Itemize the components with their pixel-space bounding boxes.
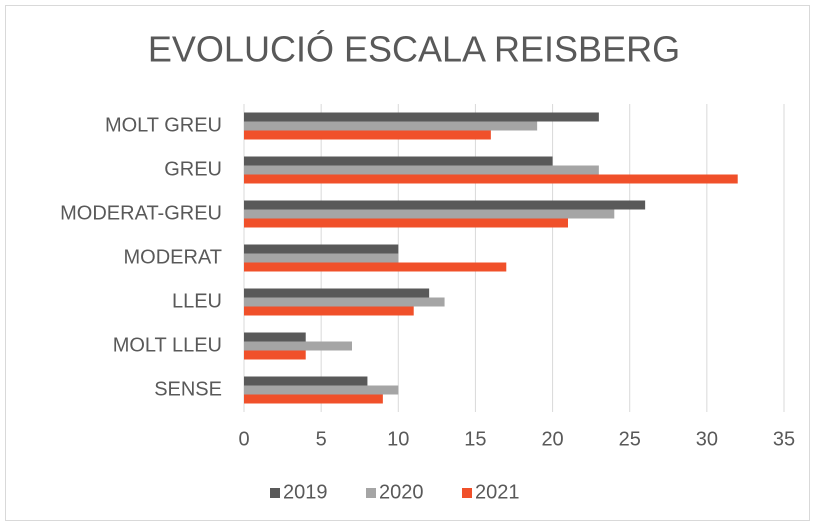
chart-title: EVOLUCIÓ ESCALA REISBERG — [148, 29, 680, 70]
bar — [244, 306, 414, 316]
bar — [244, 253, 399, 263]
legend-label: 2021 — [475, 481, 520, 503]
bar — [244, 156, 553, 166]
legend-swatch — [270, 488, 280, 498]
legend-label: 2019 — [283, 481, 328, 503]
bar — [244, 385, 399, 395]
bar — [244, 121, 538, 131]
x-tick-label: 0 — [238, 428, 249, 450]
bar — [244, 288, 430, 298]
bar — [244, 350, 306, 360]
y-tick-label: MODERAT-GREU — [60, 202, 222, 224]
y-tick-label: LLEU — [172, 290, 222, 312]
bar — [244, 209, 615, 219]
y-tick-label: MOLT LLEU — [113, 334, 222, 356]
x-tick-label: 10 — [387, 428, 409, 450]
bar — [244, 244, 399, 254]
bar — [244, 332, 306, 342]
bar — [244, 297, 445, 307]
bar — [244, 394, 383, 404]
bar — [244, 218, 568, 228]
x-tick-label: 20 — [541, 428, 563, 450]
y-tick-label: MOLT GREU — [105, 114, 222, 136]
x-tick-label: 30 — [696, 428, 718, 450]
y-tick-label: SENSE — [154, 378, 222, 400]
legend-swatch — [462, 488, 472, 498]
bar — [244, 130, 491, 140]
x-tick-label: 15 — [464, 428, 486, 450]
legend-label: 2020 — [379, 481, 424, 503]
y-tick-label: MODERAT — [123, 246, 222, 268]
bar — [244, 200, 646, 210]
bar — [244, 376, 368, 386]
bar — [244, 341, 352, 351]
bar — [244, 165, 599, 175]
x-tick-label: 35 — [773, 428, 795, 450]
bar — [244, 112, 599, 122]
x-tick-label: 5 — [316, 428, 327, 450]
legend-swatch — [366, 488, 376, 498]
bar — [244, 262, 507, 272]
x-tick-label: 25 — [619, 428, 641, 450]
y-tick-label: GREU — [164, 158, 222, 180]
bar — [244, 174, 738, 184]
